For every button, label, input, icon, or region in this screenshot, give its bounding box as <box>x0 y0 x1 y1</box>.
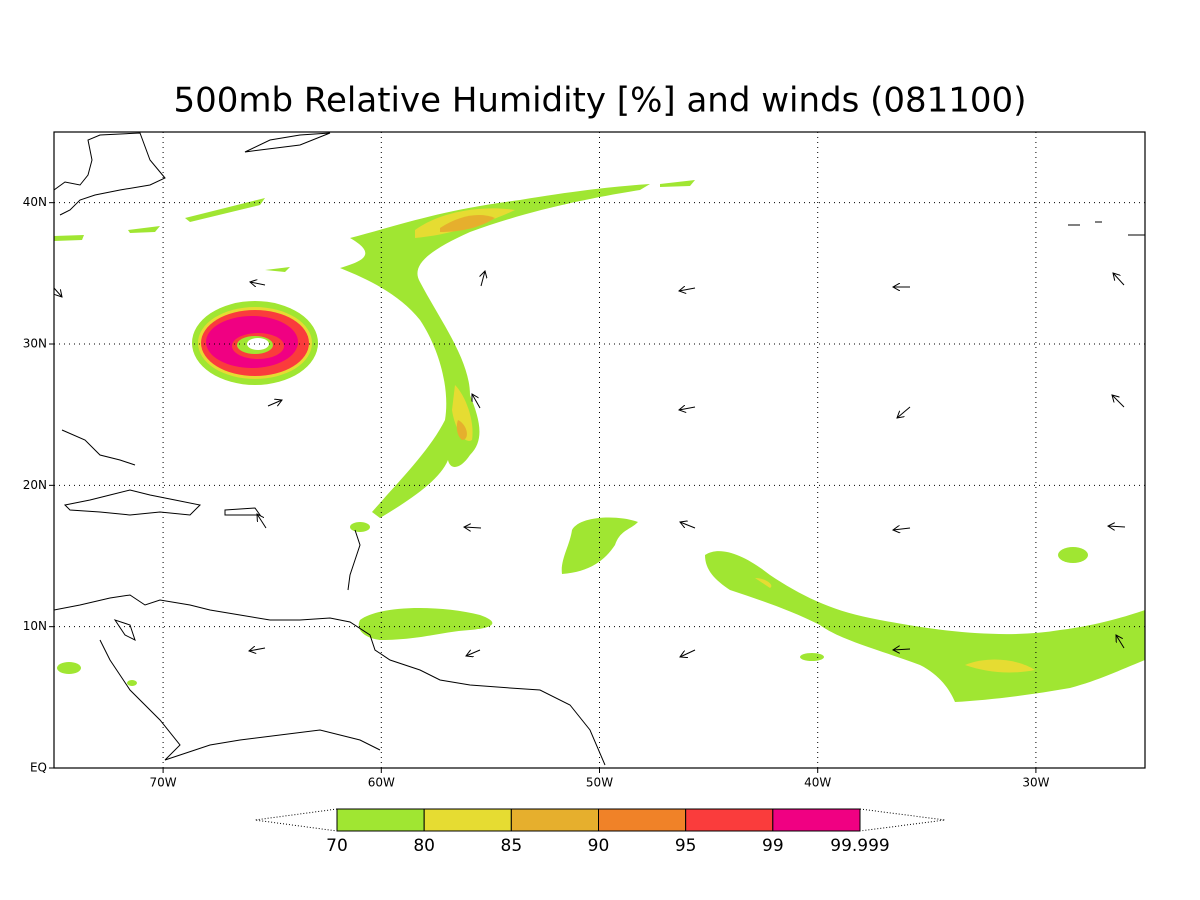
x-tick-label: 50W <box>586 776 613 790</box>
title: 500mb Relative Humidity [%] and winds (0… <box>174 81 1027 121</box>
colorbar-box <box>510 808 600 832</box>
x-tick-label: 30W <box>1022 776 1049 790</box>
colorbar-label: 70 <box>326 836 348 856</box>
colorbar-box <box>598 808 687 832</box>
y-tick-label: 30N <box>23 337 47 351</box>
x-tick-label: 40W <box>804 776 831 790</box>
colorbar-extensions <box>254 808 946 832</box>
x-tick-label: 60W <box>368 776 395 790</box>
x-tick-label: 70W <box>150 776 177 790</box>
y-tick-label: 40N <box>23 195 47 209</box>
y-tick-label: 20N <box>23 478 47 492</box>
colorbar-label: 85 <box>501 836 523 856</box>
colorbar-label: 95 <box>675 836 697 856</box>
colorbar-label: 99.999 <box>830 836 889 856</box>
colorbar-box <box>772 808 861 832</box>
colorbar-label: 90 <box>588 836 610 856</box>
y-tick-label: 10N <box>23 619 47 633</box>
colorbar-box <box>336 808 425 832</box>
colorbar-box <box>685 808 774 832</box>
colorbar-box <box>423 808 512 832</box>
colorbar-label: 99 <box>762 836 784 856</box>
wind-vectors <box>53 271 1126 657</box>
y-tick-label: EQ <box>30 761 47 775</box>
colorbar-label: 80 <box>413 836 435 856</box>
humidity-field <box>54 180 1145 702</box>
